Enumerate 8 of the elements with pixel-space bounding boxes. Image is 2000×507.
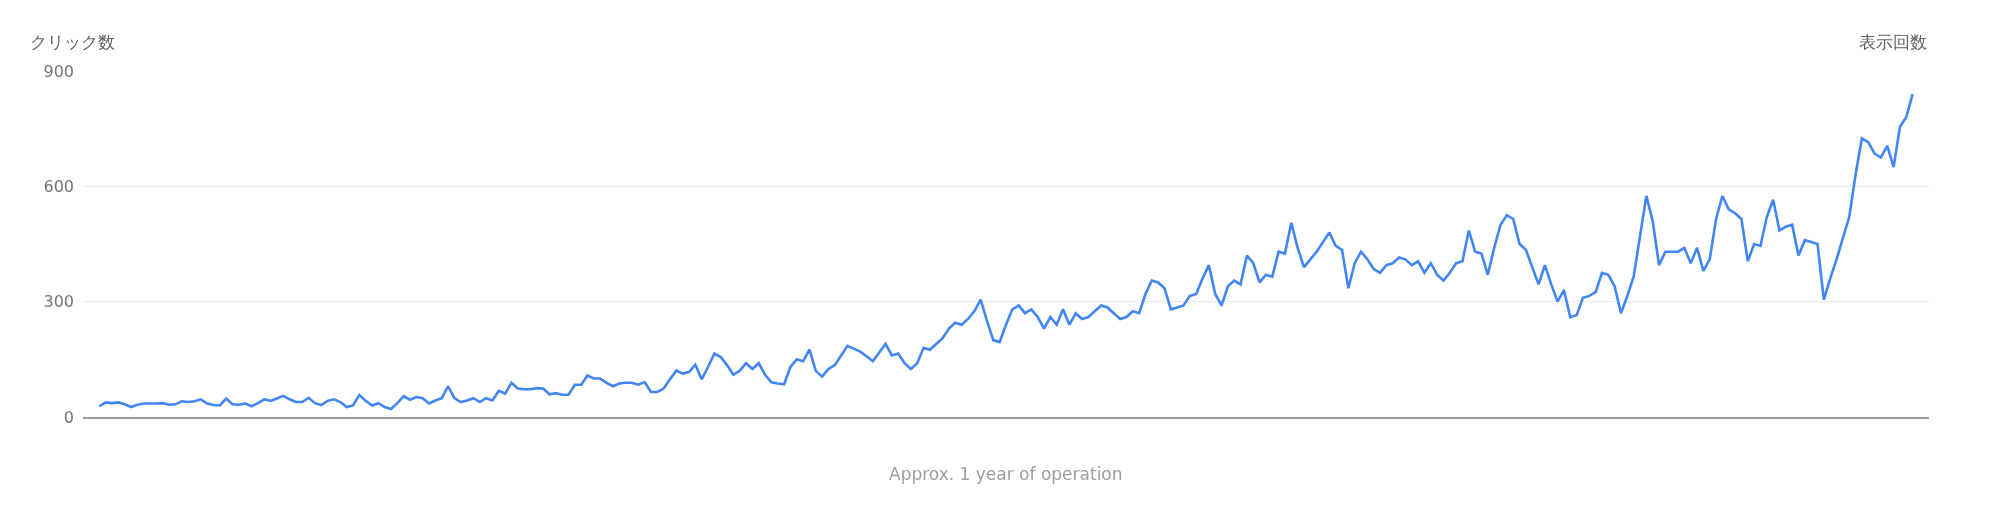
- y-axis-title: クリック数: [30, 32, 115, 52]
- y-tick-label: 900: [43, 61, 74, 81]
- line-series: [98, 92, 1914, 411]
- y-tick-label: 300: [43, 292, 74, 312]
- text: Approx. 1 year of operation: [889, 464, 1123, 484]
- y2-axis-title: 表示回数: [1859, 32, 1927, 52]
- y-tick-label: 600: [43, 176, 74, 196]
- y-tick-label: 0: [63, 407, 74, 427]
